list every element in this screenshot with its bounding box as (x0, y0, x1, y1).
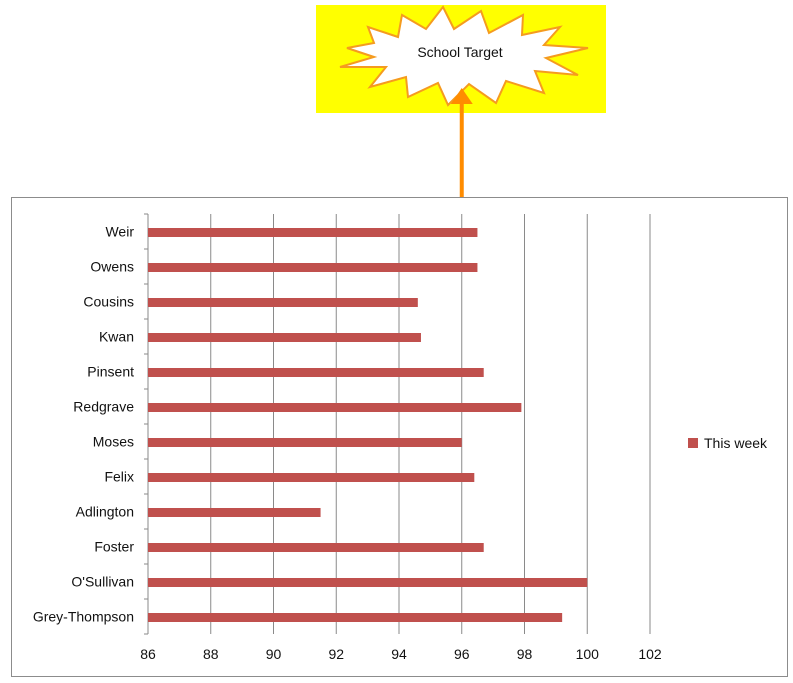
bar (148, 263, 478, 272)
category-label: Pinsent (87, 364, 134, 380)
category-label: Foster (94, 539, 134, 555)
bar (148, 473, 475, 482)
bar (148, 333, 421, 342)
bar (148, 368, 484, 377)
bar (148, 578, 588, 587)
category-label: Redgrave (73, 399, 134, 415)
x-tick-label: 94 (391, 646, 407, 662)
bar (148, 228, 478, 237)
category-label: Owens (90, 259, 134, 275)
bar (148, 613, 563, 622)
legend-label: This week (704, 435, 768, 451)
bar (148, 438, 462, 447)
bar (148, 298, 418, 307)
x-tick-label: 90 (266, 646, 282, 662)
category-label: O'Sullivan (71, 574, 134, 590)
starburst-shape (339, 5, 589, 107)
x-tick-label: 102 (638, 646, 662, 662)
category-label: Kwan (99, 329, 134, 345)
x-tick-label: 88 (203, 646, 219, 662)
bar (148, 508, 321, 517)
bar (148, 543, 484, 552)
callout-text: School Target (417, 44, 502, 60)
category-label: Weir (105, 224, 134, 240)
school-target-banner: School Target (316, 5, 606, 113)
x-tick-label: 92 (328, 646, 344, 662)
bar (148, 403, 522, 412)
x-tick-label: 100 (576, 646, 600, 662)
category-label: Cousins (83, 294, 134, 310)
category-label: Felix (104, 469, 134, 485)
x-tick-label: 96 (454, 646, 470, 662)
x-tick-label: 98 (517, 646, 533, 662)
category-label: Adlington (76, 504, 134, 520)
x-tick-label: 86 (140, 646, 156, 662)
chart-area: 86 88 90 92 94 96 98 100 102 Weir Owens Cousins Kwan… (11, 197, 788, 677)
category-label: Moses (93, 434, 134, 450)
category-label: Grey-Thompson (33, 609, 134, 625)
bar-chart: 86 88 90 92 94 96 98 100 102 Weir Owens Cousins Kwan… (33, 213, 768, 662)
legend-swatch (688, 438, 698, 448)
